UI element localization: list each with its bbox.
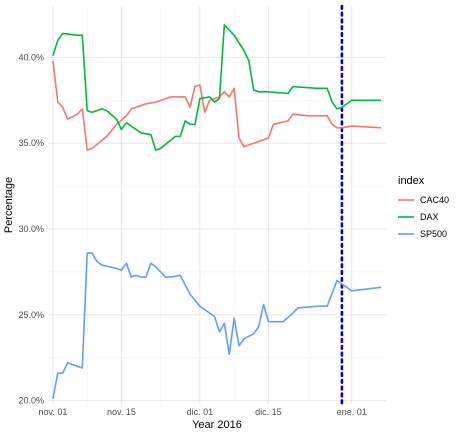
series-line-sp500 [52,252,382,399]
y-tick-label: 35.0% [18,138,44,148]
legend-items: CAC40 DAX SP500 [398,195,449,239]
y-tick-label: 30.0% [18,224,44,234]
legend: index CAC40 DAX SP500 [398,175,449,239]
major-gridlines [48,6,386,404]
x-tick-label: ene. 01 [337,407,367,417]
y-tick-label: 40.0% [18,52,44,62]
y-tick-label: 20.0% [18,396,44,406]
legend-title: index [398,175,425,187]
legend-label-sp500: SP500 [420,229,447,239]
y-axis-ticks: 20.0% 25.0% 30.0% 35.0% 40.0% [18,52,44,405]
y-axis-title: Percentage [3,177,15,233]
series-line-dax [52,24,382,151]
legend-label-cac40: CAC40 [420,195,449,205]
series-layer [52,24,382,399]
x-axis-title: Year 2016 [192,419,242,431]
minor-gridlines [48,6,386,404]
x-axis-ticks: nov. 01 nov. 15 dic. 01 dic. 15 ene. 01 [38,407,366,417]
series-line-cac40 [52,60,382,151]
y-tick-label: 25.0% [18,310,44,320]
x-tick-label: nov. 15 [107,407,136,417]
x-tick-label: nov. 01 [38,407,67,417]
legend-label-dax: DAX [420,212,439,222]
x-tick-label: dic. 01 [187,407,214,417]
x-tick-label: dic. 15 [255,407,282,417]
